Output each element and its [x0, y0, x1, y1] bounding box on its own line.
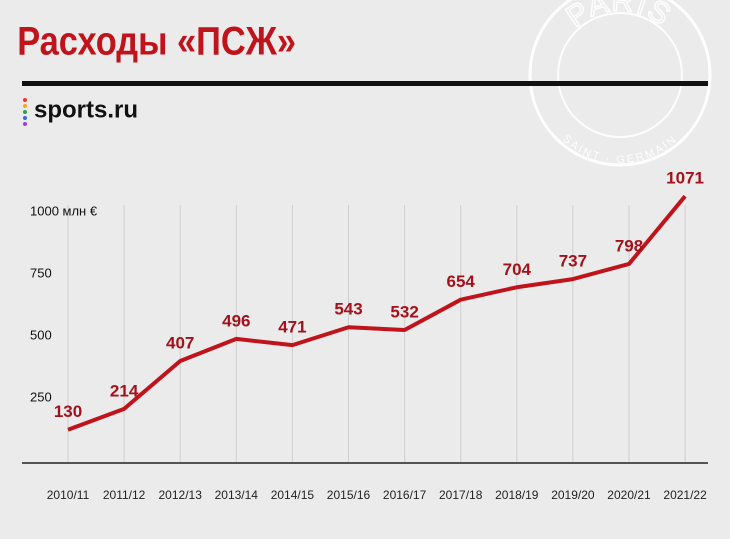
x-tick-label: 2014/15 — [271, 488, 315, 502]
data-label: 214 — [110, 381, 139, 400]
x-tick-label: 2015/16 — [327, 488, 371, 502]
x-tick-label: 2010/11 — [47, 488, 90, 502]
data-label: 737 — [559, 252, 587, 271]
watermark-ring — [528, 0, 712, 167]
x-tick-label: 2019/20 — [551, 488, 595, 502]
logo-dot — [23, 122, 27, 126]
y-tick-label: 500 — [30, 327, 52, 342]
source: sports.ru — [34, 96, 138, 123]
x-tick-label: 2013/14 — [215, 488, 259, 502]
data-label: 654 — [447, 272, 476, 291]
data-label: 130 — [54, 402, 82, 421]
logo-dot — [23, 116, 27, 120]
data-line — [67, 194, 687, 432]
logo-dot — [23, 110, 27, 114]
data-label: 532 — [390, 302, 418, 321]
x-tick-label: 2011/12 — [103, 488, 146, 502]
data-label: 543 — [334, 300, 362, 319]
data-label: 496 — [222, 311, 250, 330]
data-label: 1071 — [666, 169, 704, 188]
x-tick-label: 2012/13 — [159, 488, 203, 502]
data-label: 704 — [503, 260, 532, 279]
y-tick-label: 1000 млн € — [30, 203, 98, 218]
x-tick-label: 2016/17 — [383, 488, 427, 502]
title-rule — [22, 81, 708, 86]
x-tick-label: 2017/18 — [439, 488, 483, 502]
x-tick-label: 2018/19 — [495, 488, 539, 502]
y-tick-label: 250 — [30, 389, 52, 404]
data-label: 471 — [278, 318, 306, 337]
watermark-ring — [557, 12, 683, 138]
logo-dot — [23, 104, 27, 108]
y-tick-label: 750 — [30, 265, 52, 280]
logo-dot — [23, 98, 27, 102]
source-logo: sports.ru — [23, 96, 138, 126]
data-label: 407 — [166, 333, 194, 352]
chart-title: Расходы «ПСЖ» — [17, 18, 296, 63]
data-label: 798 — [615, 236, 643, 255]
x-tick-label: 2021/22 — [663, 488, 707, 502]
x-tick-label: 2020/21 — [607, 488, 651, 502]
